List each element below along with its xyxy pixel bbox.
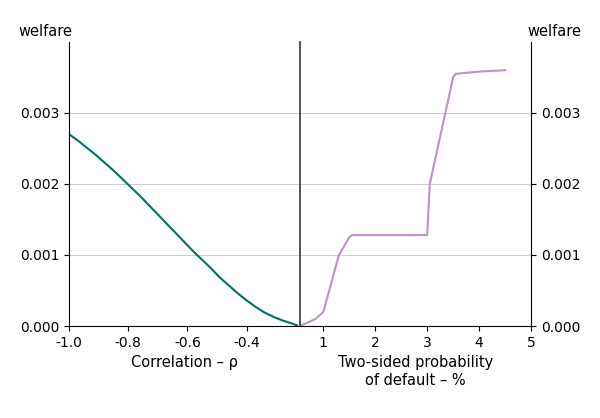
X-axis label: Two-sided probability
of default – %: Two-sided probability of default – % bbox=[338, 355, 493, 388]
Text: welfare: welfare bbox=[18, 24, 72, 39]
Text: welfare: welfare bbox=[528, 24, 582, 39]
X-axis label: Correlation – ρ: Correlation – ρ bbox=[131, 355, 238, 370]
